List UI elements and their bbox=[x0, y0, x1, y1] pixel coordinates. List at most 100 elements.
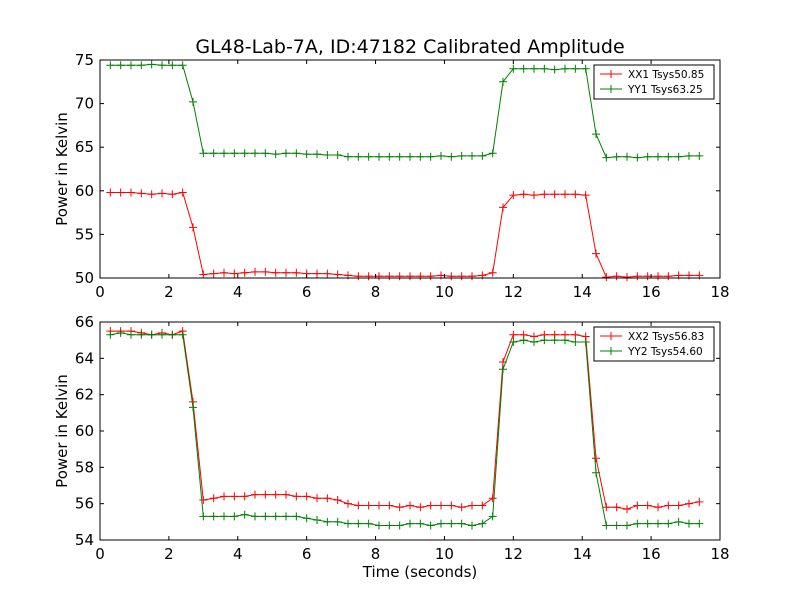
data-point bbox=[375, 521, 383, 530]
data-point bbox=[612, 503, 621, 512]
data-point bbox=[519, 64, 528, 73]
data-point bbox=[550, 190, 559, 199]
x-tick-label: 6 bbox=[302, 545, 312, 563]
data-point bbox=[344, 499, 352, 508]
y-tick-label: 75 bbox=[75, 51, 94, 69]
data-point bbox=[364, 519, 373, 528]
data-point bbox=[137, 189, 146, 198]
data-point bbox=[571, 337, 580, 346]
data-point bbox=[540, 190, 549, 199]
data-point bbox=[302, 150, 311, 159]
y-tick-label: 65 bbox=[75, 138, 94, 156]
data-point bbox=[457, 519, 466, 528]
data-point bbox=[292, 149, 301, 158]
data-point bbox=[375, 272, 383, 281]
data-point bbox=[354, 501, 363, 510]
data-point bbox=[323, 517, 332, 526]
data-point bbox=[530, 337, 538, 346]
data-point bbox=[302, 514, 311, 523]
data-point bbox=[364, 152, 373, 161]
x-tick-label: 8 bbox=[371, 283, 381, 301]
data-point bbox=[416, 152, 425, 161]
data-point bbox=[592, 249, 600, 258]
data-point bbox=[230, 512, 239, 521]
data-point bbox=[488, 512, 497, 521]
data-point bbox=[447, 152, 456, 161]
data-point bbox=[674, 152, 683, 161]
data-point bbox=[385, 272, 394, 281]
data-point bbox=[178, 188, 187, 197]
data-point bbox=[478, 151, 487, 160]
data-point bbox=[478, 501, 487, 510]
series-2 bbox=[106, 328, 704, 530]
data-point bbox=[220, 512, 228, 521]
data-point bbox=[509, 330, 518, 339]
data-point bbox=[612, 152, 621, 161]
x-tick-label: 6 bbox=[302, 283, 312, 301]
legend-marker bbox=[607, 85, 615, 93]
data-point bbox=[395, 152, 404, 161]
data-point bbox=[220, 149, 228, 158]
data-point bbox=[509, 191, 518, 200]
data-point bbox=[406, 152, 414, 161]
data-point bbox=[240, 510, 249, 519]
data-point bbox=[550, 65, 559, 74]
data-point bbox=[137, 330, 146, 339]
data-point bbox=[406, 501, 414, 510]
data-point bbox=[375, 152, 383, 161]
data-point bbox=[178, 330, 187, 339]
data-point bbox=[199, 496, 208, 505]
x-tick-label: 16 bbox=[642, 283, 661, 301]
data-point bbox=[571, 190, 580, 199]
data-point bbox=[282, 490, 290, 499]
data-point bbox=[251, 490, 259, 499]
data-point bbox=[333, 496, 342, 505]
data-point bbox=[106, 330, 115, 339]
data-point bbox=[385, 501, 394, 510]
data-point bbox=[561, 336, 569, 345]
data-point bbox=[612, 272, 621, 281]
data-point bbox=[416, 503, 425, 512]
series-line bbox=[110, 330, 700, 510]
data-point bbox=[695, 497, 704, 506]
data-point bbox=[199, 512, 208, 521]
data-point bbox=[654, 272, 662, 281]
data-point bbox=[364, 501, 373, 510]
data-point bbox=[240, 268, 249, 277]
data-point bbox=[664, 501, 673, 510]
series-line bbox=[110, 63, 700, 159]
x-tick-label: 10 bbox=[435, 545, 454, 563]
data-point bbox=[209, 512, 218, 521]
data-point bbox=[592, 130, 600, 139]
legend-box bbox=[593, 64, 715, 100]
data-point bbox=[261, 149, 270, 158]
legend-marker bbox=[607, 332, 615, 340]
x-tick-label: 4 bbox=[233, 545, 243, 563]
data-point bbox=[385, 152, 394, 161]
data-point bbox=[116, 328, 125, 337]
x-tick-label: 10 bbox=[435, 283, 454, 301]
y-tick-label: 58 bbox=[75, 458, 94, 476]
data-point bbox=[612, 521, 621, 530]
x-tick-label: 12 bbox=[504, 545, 523, 563]
data-point bbox=[106, 188, 115, 197]
data-point bbox=[395, 272, 404, 281]
x-tick-label: 4 bbox=[233, 283, 243, 301]
data-point bbox=[468, 501, 476, 510]
data-point bbox=[602, 503, 611, 512]
y-tick-label: 56 bbox=[75, 495, 94, 513]
y-tick-label: 60 bbox=[75, 182, 94, 200]
data-point bbox=[602, 273, 611, 282]
data-point bbox=[499, 203, 507, 212]
series-1 bbox=[106, 188, 704, 282]
data-point bbox=[530, 191, 538, 200]
data-point bbox=[426, 521, 435, 530]
data-point bbox=[509, 64, 518, 73]
data-point bbox=[478, 519, 487, 528]
data-point bbox=[271, 150, 280, 159]
data-point bbox=[447, 272, 456, 281]
data-point bbox=[685, 519, 693, 528]
data-point bbox=[406, 272, 414, 281]
data-point bbox=[333, 517, 342, 526]
legend-marker bbox=[607, 347, 615, 355]
